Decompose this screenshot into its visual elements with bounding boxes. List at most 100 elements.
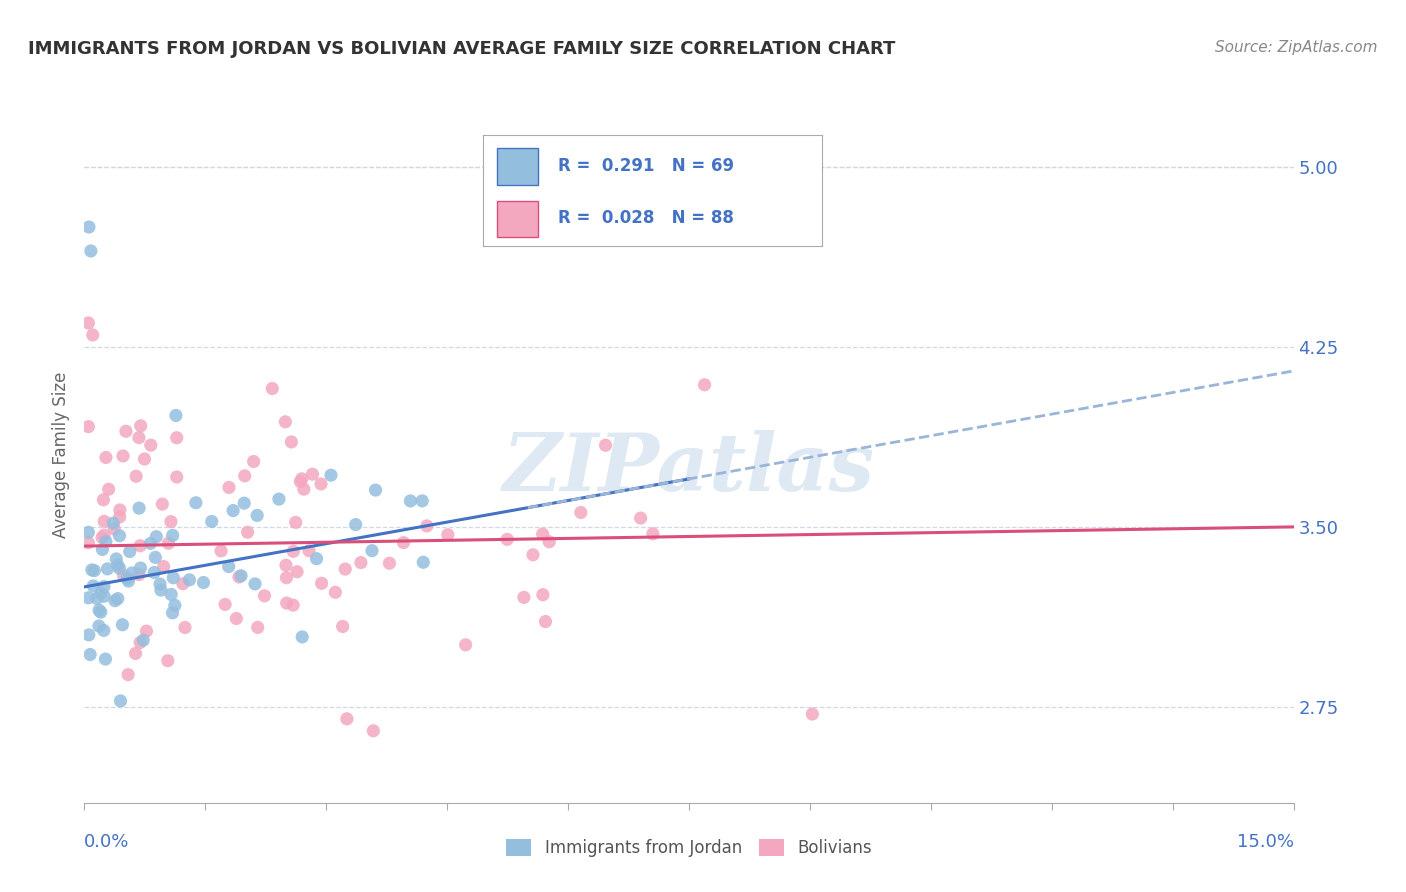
Text: IMMIGRANTS FROM JORDAN VS BOLIVIAN AVERAGE FAMILY SIZE CORRELATION CHART: IMMIGRANTS FROM JORDAN VS BOLIVIAN AVERA…: [28, 40, 896, 58]
Point: [298, 543, 321, 558]
Point: [107, 558, 129, 572]
Point: [97, 482, 120, 496]
Point: [86, 591, 108, 606]
Point: [139, 536, 162, 550]
Point: [311, 576, 333, 591]
Point: [228, 570, 250, 584]
Point: [162, 571, 184, 585]
Point: [290, 475, 312, 489]
Point: [291, 630, 314, 644]
Point: [325, 585, 347, 599]
Point: [165, 409, 187, 423]
Point: [163, 599, 186, 613]
Point: [77, 535, 100, 549]
Point: [522, 548, 544, 562]
Point: [412, 555, 434, 569]
Point: [90, 586, 112, 600]
Point: [145, 550, 167, 565]
Point: [121, 566, 143, 580]
Point: [79, 831, 101, 846]
Point: [496, 533, 519, 547]
Point: [83, 564, 105, 578]
Point: [143, 566, 166, 580]
Point: [77, 628, 100, 642]
Point: [454, 638, 477, 652]
Point: [253, 589, 276, 603]
Point: [111, 449, 134, 463]
Point: [152, 559, 174, 574]
Point: [209, 544, 232, 558]
Point: [246, 620, 269, 634]
Point: [104, 593, 127, 607]
Point: [93, 624, 115, 638]
Point: [267, 492, 290, 507]
Point: [129, 561, 152, 575]
Point: [124, 647, 146, 661]
Point: [103, 516, 125, 531]
Point: [139, 438, 162, 452]
Point: [531, 527, 554, 541]
Point: [93, 580, 115, 594]
Text: 15.0%: 15.0%: [1236, 833, 1294, 851]
Point: [82, 579, 104, 593]
Point: [94, 652, 117, 666]
Point: [117, 667, 139, 681]
Point: [135, 624, 157, 639]
Point: [77, 419, 100, 434]
Point: [179, 573, 201, 587]
Point: [392, 535, 415, 549]
Point: [361, 543, 384, 558]
Point: [364, 483, 387, 497]
Point: [309, 477, 332, 491]
Point: [225, 611, 247, 625]
Point: [193, 575, 215, 590]
Point: [801, 706, 824, 721]
Point: [242, 454, 264, 468]
Point: [93, 589, 115, 603]
Point: [77, 316, 100, 330]
Point: [118, 544, 141, 558]
Point: [283, 598, 305, 612]
Point: [174, 620, 197, 634]
Point: [166, 470, 188, 484]
Point: [595, 438, 617, 452]
Point: [218, 480, 240, 494]
Point: [344, 517, 367, 532]
Point: [94, 534, 117, 549]
Point: [378, 556, 401, 570]
Point: [111, 617, 134, 632]
Point: [569, 506, 592, 520]
Point: [107, 591, 129, 606]
Point: [416, 519, 439, 533]
Point: [233, 496, 256, 510]
Point: [162, 606, 184, 620]
Point: [285, 565, 308, 579]
Point: [91, 531, 114, 545]
Point: [117, 574, 139, 588]
Point: [214, 598, 236, 612]
Point: [284, 516, 307, 530]
Point: [319, 468, 342, 483]
Point: [292, 482, 315, 496]
Point: [630, 511, 652, 525]
Point: [79, 648, 101, 662]
Point: [128, 501, 150, 516]
Point: [108, 510, 131, 524]
Point: [125, 469, 148, 483]
Point: [218, 559, 240, 574]
Point: [301, 467, 323, 482]
Point: [108, 503, 131, 517]
Point: [110, 694, 132, 708]
Point: [283, 544, 305, 558]
Point: [274, 415, 297, 429]
Point: [77, 591, 100, 605]
Point: [90, 605, 112, 619]
Point: [149, 583, 172, 598]
Point: [115, 571, 138, 585]
Point: [93, 514, 115, 528]
Point: [108, 561, 131, 575]
Point: [172, 576, 194, 591]
Point: [160, 587, 183, 601]
Point: [336, 712, 359, 726]
Point: [112, 568, 135, 582]
